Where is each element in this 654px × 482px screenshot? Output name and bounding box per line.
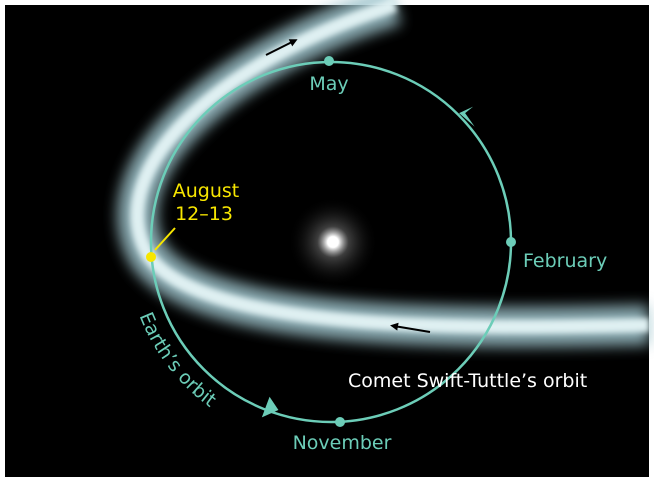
may-dot <box>324 56 334 66</box>
february-dot <box>506 237 516 247</box>
month-label: February <box>523 250 607 272</box>
diagram: May February November August 12–13 Earth… <box>0 0 654 482</box>
sun <box>288 197 378 287</box>
date-label: August <box>173 180 240 202</box>
month-label: November <box>293 432 392 454</box>
date-label: 12–13 <box>175 203 233 225</box>
comet-orbit-label: Comet Swift-Tuttle’s orbit <box>348 370 587 392</box>
august-dot <box>146 252 156 262</box>
month-label: May <box>309 73 348 95</box>
november-dot <box>335 417 345 427</box>
